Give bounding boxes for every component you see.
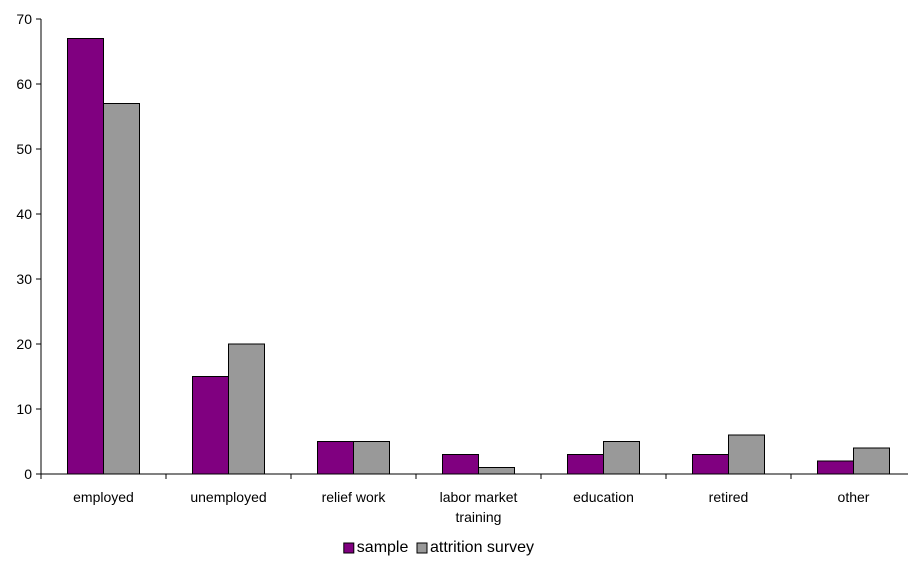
bar-attrition-survey (728, 434, 765, 475)
x-category-label: unemployed (190, 489, 266, 505)
y-tick-label: 60 (16, 76, 32, 92)
bar-sample (442, 454, 479, 475)
x-category-label: education (573, 489, 634, 505)
x-category-label: labor market training (440, 489, 518, 525)
y-tick-label: 30 (16, 271, 32, 287)
bar-attrition-survey (103, 103, 140, 475)
bars (67, 38, 890, 475)
legend-label: sample (357, 539, 409, 556)
y-tick-label: 0 (24, 466, 32, 482)
bar-sample (817, 460, 854, 475)
legend: sample attrition survey (343, 539, 534, 556)
bar-attrition-survey (853, 447, 890, 475)
bar-sample (317, 441, 354, 475)
bar-sample (67, 38, 104, 475)
bar-sample (692, 454, 729, 475)
y-tick-label: 40 (16, 206, 32, 222)
legend-swatch (416, 542, 428, 554)
bar-attrition-survey (353, 441, 390, 475)
bar-sample (192, 376, 229, 475)
bar-attrition-survey (228, 343, 265, 475)
y-tick-label: 10 (16, 401, 32, 417)
x-category-label: relief work (322, 489, 387, 505)
legend-label: attrition survey (430, 539, 534, 556)
x-category-label: other (838, 489, 870, 505)
x-category-label: retired (709, 489, 749, 505)
y-axis: 0 10 20 30 40 50 60 70 (16, 11, 42, 482)
y-tick-label: 20 (16, 336, 32, 352)
y-tick-label: 70 (16, 11, 32, 27)
x-axis: employed unemployed relief work labor marke… (40, 473, 908, 525)
x-category-label: employed (73, 489, 134, 505)
bar-attrition-survey (603, 441, 640, 475)
y-tick-label: 50 (16, 141, 32, 157)
bar-sample (567, 454, 604, 475)
bar-attrition-survey (478, 467, 515, 475)
legend-swatch (343, 542, 355, 554)
